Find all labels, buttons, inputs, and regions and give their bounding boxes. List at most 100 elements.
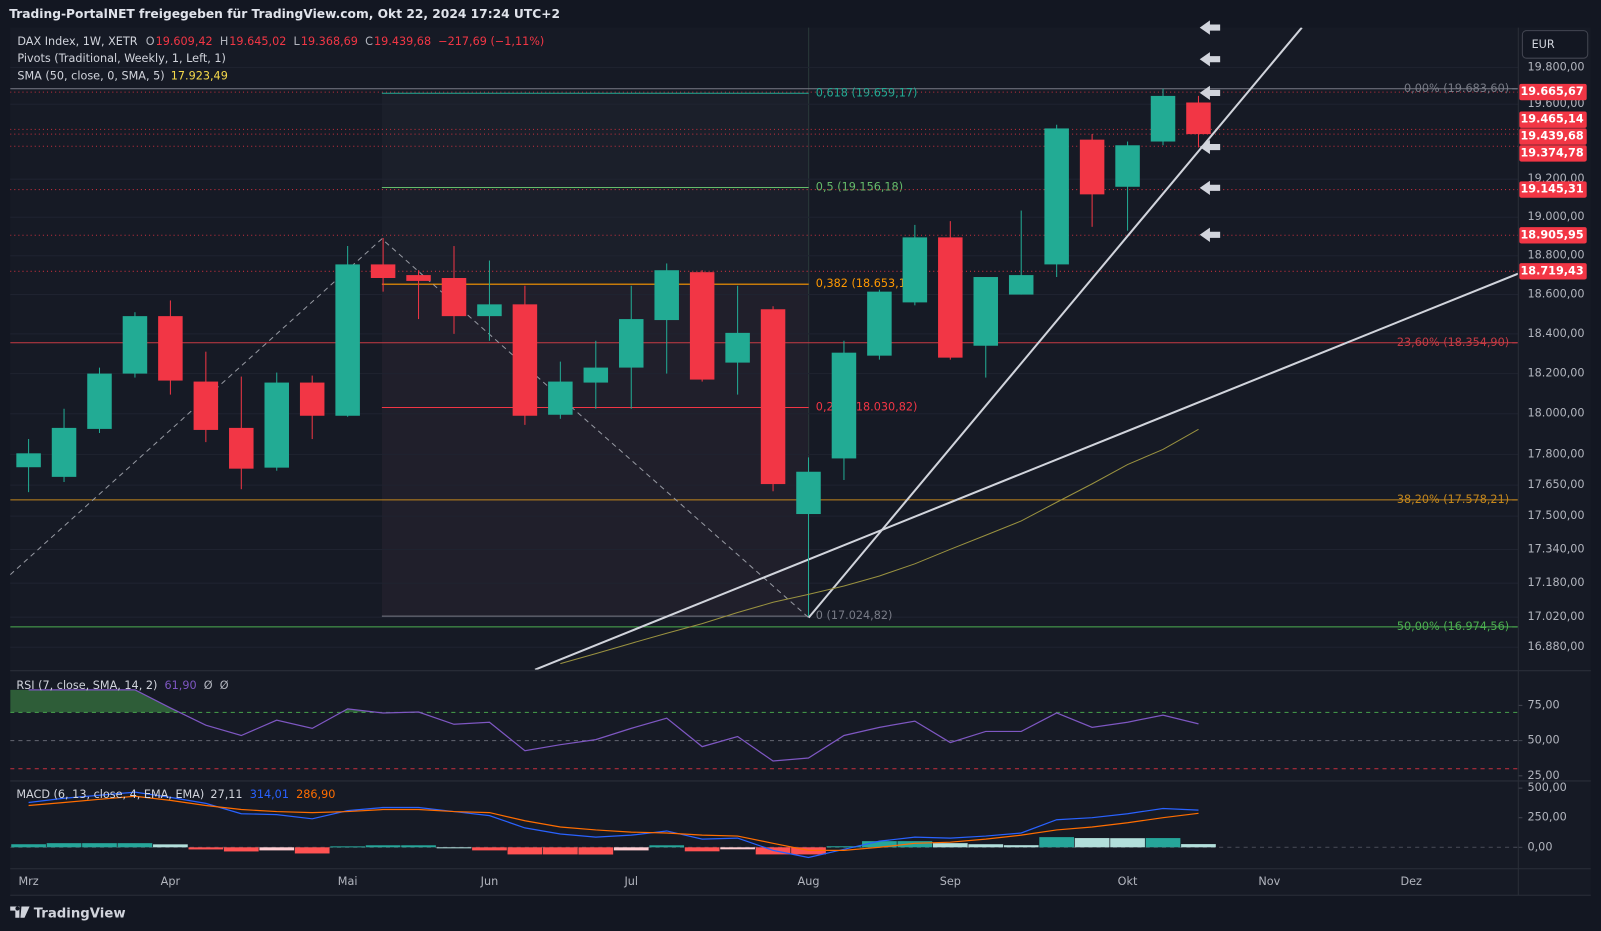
legend-text: C	[365, 35, 373, 48]
histogram-bar	[684, 847, 720, 852]
legend-value: 286,90	[296, 788, 335, 801]
legend-text: SMA (50, close, 0, SMA, 5)	[17, 70, 164, 83]
page-header: Trading-PortalNET freigegeben für Tradin…	[9, 7, 560, 21]
y-tick-label: 18.600,00	[1527, 288, 1584, 301]
fib-retracement-label: 0,618 (19.659,17)	[816, 86, 918, 99]
legend-text: 17.923,49	[171, 70, 228, 83]
arrow	[1199, 180, 1221, 195]
macd-line	[28, 795, 1199, 851]
trend-line	[807, 27, 1303, 619]
legend-text: L	[294, 35, 301, 48]
price-label-box	[1519, 111, 1587, 128]
y-tick-label: 18.200,00	[1527, 367, 1584, 380]
candle-body	[158, 316, 183, 381]
candle-layer	[16, 88, 1211, 665]
histogram-bar	[968, 844, 1004, 848]
histogram-bar	[259, 847, 295, 851]
x-tick-label: Mrz	[18, 875, 38, 888]
candle-body	[406, 275, 431, 281]
histogram-bar	[1003, 845, 1039, 848]
legend-text: −217,69 (−1,11%)	[438, 35, 544, 48]
candle-body	[1008, 275, 1034, 295]
histogram-bar	[223, 847, 259, 852]
currency-button[interactable]	[1521, 30, 1589, 59]
legend-text: DAX Index, 1W, XETR	[17, 35, 137, 48]
y-tick-label: 17.020,00	[1527, 610, 1584, 623]
histogram-bar	[720, 847, 755, 850]
price-label: 19.374,78	[1520, 146, 1583, 159]
candle-body	[902, 237, 928, 303]
x-tick-label: Aug	[798, 875, 820, 888]
price-label: 19.465,14	[1520, 113, 1583, 126]
histogram-bar	[649, 845, 685, 848]
legend-value: Ø	[204, 679, 213, 692]
candle-body	[512, 304, 538, 416]
price-label: 18.719,43	[1520, 264, 1583, 277]
candle-body	[654, 270, 679, 321]
histogram-bar	[1074, 838, 1110, 848]
candle-body	[973, 277, 999, 346]
legend-text: H	[220, 35, 228, 48]
candle-body	[548, 381, 573, 415]
candle-body	[583, 367, 609, 383]
histogram-bar	[897, 841, 933, 848]
arrow	[1199, 139, 1221, 155]
overbought-fill	[10, 689, 1199, 713]
y-tick-label: 18.400,00	[1527, 327, 1584, 340]
candle-body	[193, 381, 219, 430]
x-tick-label: Jul	[623, 875, 638, 888]
fib-level-label: 38,20% (17.578,21)	[1397, 493, 1509, 506]
arrow	[1199, 85, 1221, 101]
price-label-box	[1519, 128, 1587, 145]
legend-text: 19.609,42	[156, 35, 213, 48]
x-tick-label: Okt	[1118, 875, 1138, 888]
candle-body	[725, 332, 750, 363]
candle-body	[370, 264, 396, 278]
x-tick-label: Mai	[338, 875, 358, 888]
y-tick-label: 75,00	[1527, 698, 1559, 711]
candle-body	[1186, 102, 1211, 135]
price-label-box	[1519, 227, 1587, 244]
histogram-bar	[365, 845, 401, 848]
candle-body	[938, 237, 963, 358]
fib-level-label: 0,00% (19.683,60)	[1404, 82, 1509, 95]
sma-line	[560, 428, 1199, 665]
fib-retracement-label: 0,236 (18.030,82)	[816, 401, 918, 414]
legend-value: 27,11	[210, 788, 242, 801]
legend-text: O	[146, 35, 155, 48]
x-tick-label: Sep	[940, 875, 961, 888]
histogram-bar	[1181, 844, 1216, 848]
price-label-box	[1519, 83, 1587, 101]
candle-body	[1044, 128, 1069, 265]
candle-body	[618, 319, 644, 368]
legend-text: 19.439,68	[374, 35, 431, 48]
candle-body	[1115, 145, 1140, 187]
histogram-bar	[613, 847, 649, 851]
candle-body	[689, 272, 715, 380]
y-tick-label: 0,00	[1527, 840, 1552, 853]
price-label-box	[1519, 145, 1587, 162]
text-layer: Trading-PortalNET freigegeben für Tradin…	[9, 7, 1589, 922]
legend-text: RSI (7, close, SMA, 14, 2)	[16, 679, 157, 692]
legend-text: 19.368,69	[301, 35, 358, 48]
candle-body	[477, 304, 502, 317]
histogram-bar	[46, 843, 82, 848]
footer-brand: TradingView	[34, 907, 126, 922]
histogram-bar	[1145, 838, 1181, 848]
y-tick-label: 17.340,00	[1527, 542, 1584, 555]
x-tick-label: Dez	[1400, 875, 1422, 888]
macd-line	[28, 791, 1199, 859]
candle-body	[264, 382, 289, 468]
macd-layer	[10, 791, 1519, 859]
arrows	[1199, 20, 1221, 242]
histogram-bar	[82, 843, 117, 848]
currency[interactable]: EUR	[1532, 38, 1555, 51]
histogram-bar	[294, 847, 330, 854]
histogram-bar	[507, 847, 543, 855]
histogram-bar	[330, 846, 366, 848]
y-tick-label: 16.880,00	[1527, 640, 1584, 653]
legend-value: 314,01	[250, 788, 289, 801]
histogram-bar	[1110, 838, 1145, 848]
y-tick-label: 18.000,00	[1527, 407, 1584, 420]
